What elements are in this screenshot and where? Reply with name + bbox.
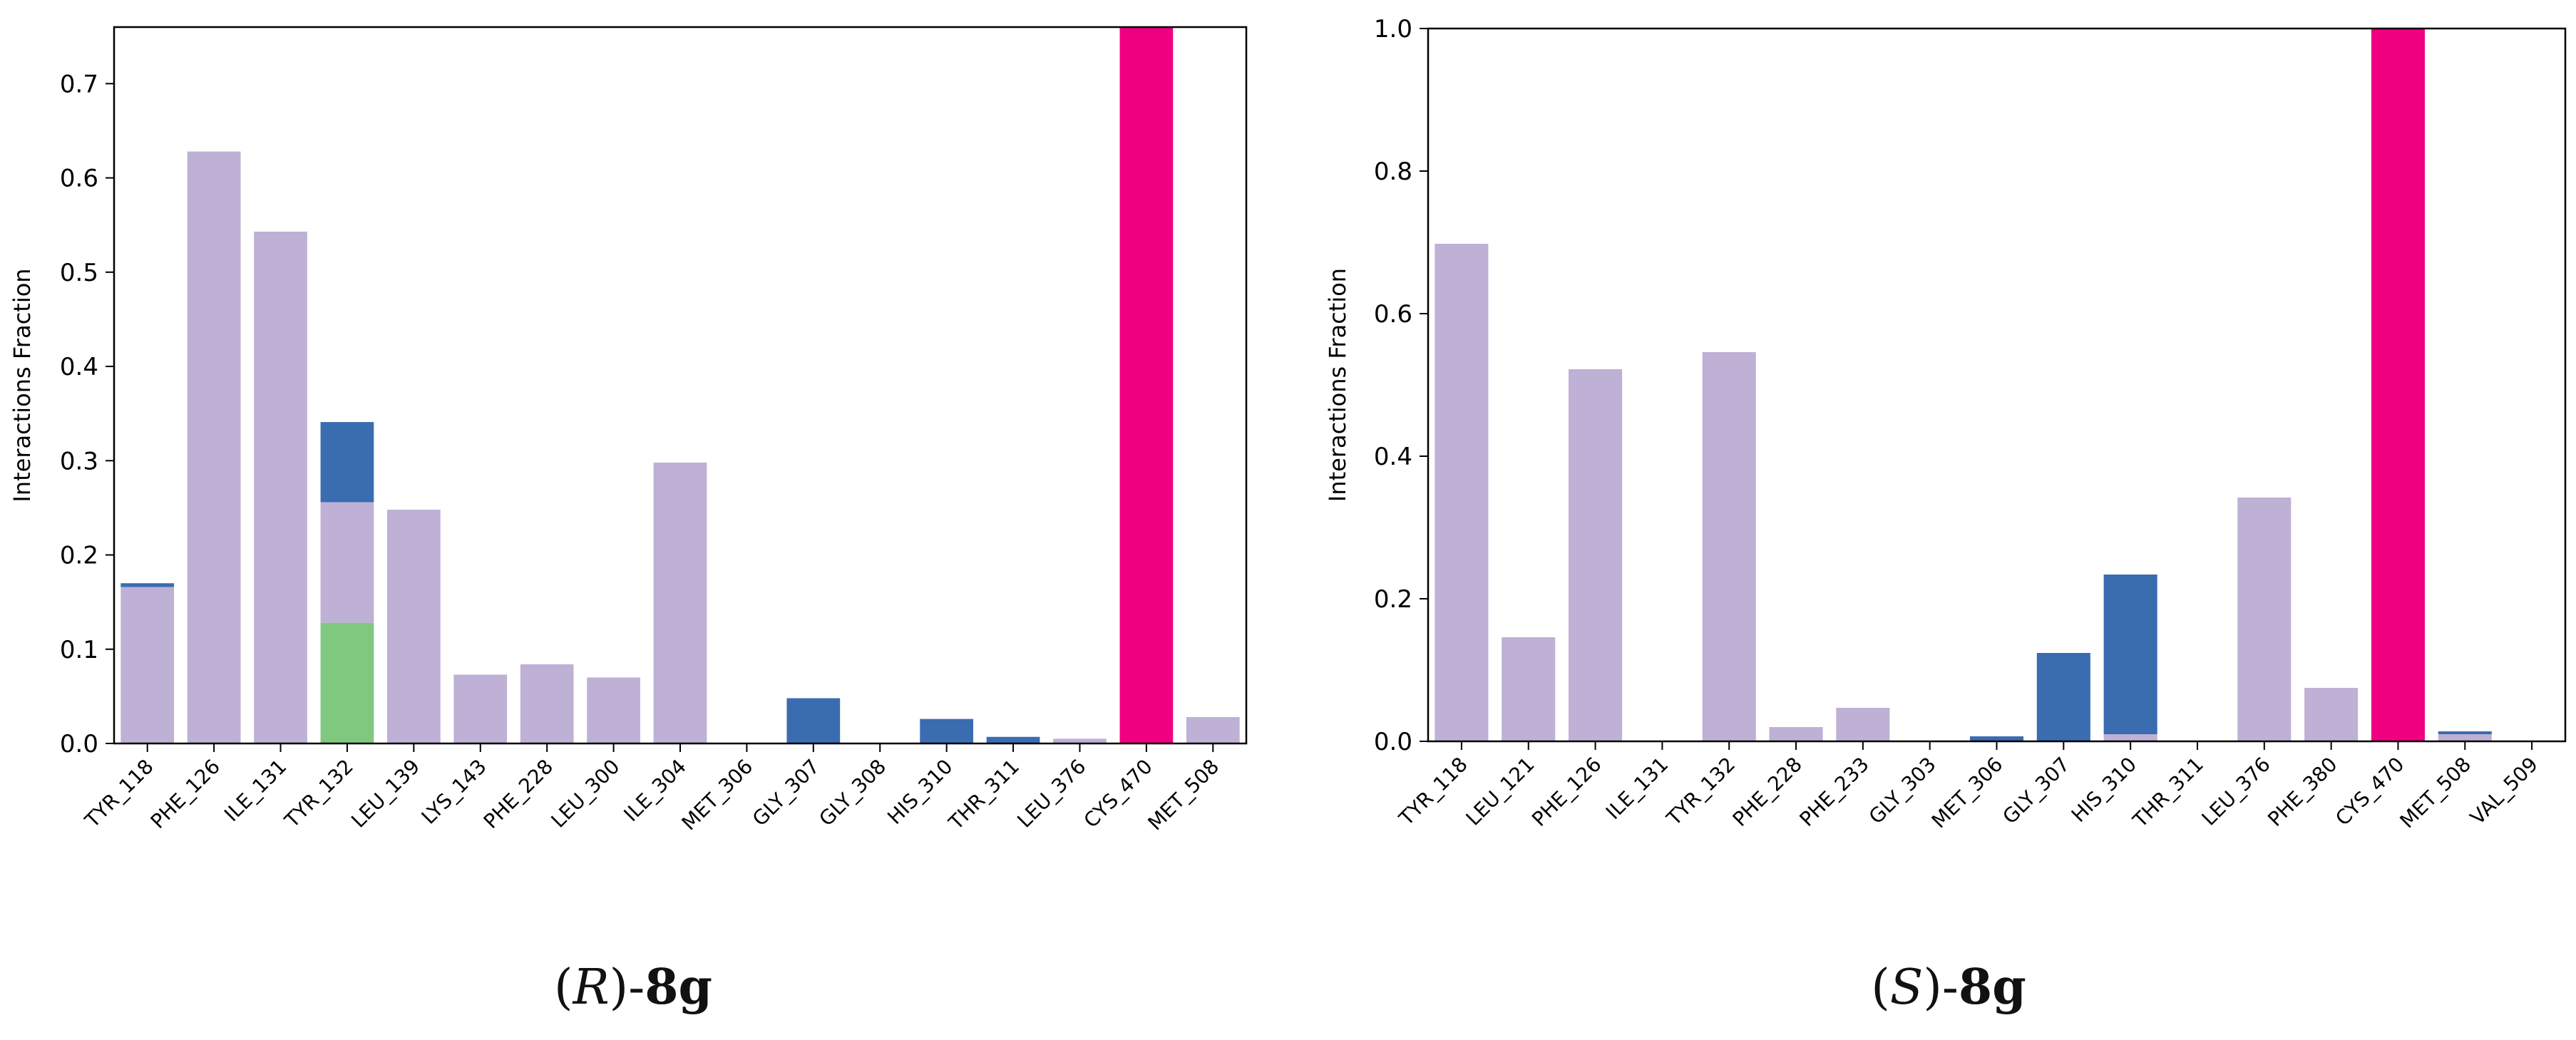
x-tick-label: THR_311 [2128, 753, 2207, 833]
x-tick-label: GLY_308 [814, 755, 891, 831]
x-tick-label: TYR_132 [1661, 753, 1740, 831]
bar-hbond-tyr-132 [320, 622, 374, 743]
bar-water_bridge-met-508 [2438, 731, 2492, 734]
y-tick-label: 0.3 [60, 447, 98, 475]
bar-water_bridge-tyr-118 [120, 583, 175, 587]
y-tick-label: 0.7 [60, 70, 98, 98]
y-tick-label: 0.0 [60, 730, 98, 758]
x-tick-label: PHE_228 [1728, 753, 1807, 831]
x-tick-label: GLY_307 [748, 755, 824, 831]
x-tick-label: LEU_121 [1462, 753, 1539, 830]
x-tick-label: LEU_139 [347, 755, 424, 833]
x-tick-label: LEU_376 [2197, 753, 2275, 830]
bar-hydrophobic-phe-380 [2304, 688, 2359, 741]
x-tick-label: VAL_509 [2465, 753, 2542, 830]
bar-hydrophobic-phe-228 [520, 664, 574, 743]
x-tick-label: MET_508 [2395, 753, 2475, 833]
bar-water_bridge-his-310 [2103, 575, 2157, 734]
y-tick-label: 1.0 [1374, 15, 1412, 43]
x-tick-label: PHE_126 [1527, 753, 1606, 831]
bar-hydrophobic-tyr-118 [120, 587, 175, 743]
bar-hydrophobic-tyr-118 [1435, 244, 1489, 741]
x-tick-label: TYR_118 [1394, 753, 1472, 831]
x-tick-label: PHE_126 [146, 755, 225, 833]
y-tick-label: 0.4 [1374, 443, 1412, 471]
plot-frame [113, 26, 1248, 745]
x-tick-label: TYR_118 [80, 755, 158, 833]
y-tick-label: 0.4 [60, 353, 98, 381]
caption-s-8g: (S)-8g [1871, 959, 2026, 1016]
x-tick-label: TYR_132 [279, 755, 358, 833]
bar-hydrophobic-phe-233 [1836, 708, 1890, 741]
bar-water_bridge-gly-307 [786, 698, 841, 743]
bar-hydrophobic-phe-228 [1769, 727, 1823, 741]
bar-water_bridge-gly-307 [2036, 653, 2090, 741]
chart-r-8g: 0.0 0.1 0.2 0.3 0.4 0.5 0.6 0.7 Interactions Fra… [9, 26, 1248, 835]
bar-hydrophobic-phe-126 [187, 151, 241, 744]
bar-hydrophobic-leu-121 [1502, 637, 1556, 741]
bar-hydrophobic-leu-300 [587, 677, 640, 743]
x-tick-label: MET_508 [1144, 755, 1224, 835]
bar-hydrophobic-his-310 [2103, 734, 2157, 741]
x-tick-label: MET_306 [1927, 753, 2008, 833]
plot-frame [1427, 27, 2567, 743]
bar-hydrophobic-met-508 [1186, 716, 1240, 743]
y-tick-label: 0.2 [60, 542, 98, 570]
bar-hydrophobic-leu-376 [1053, 738, 1107, 743]
y-tick-label: 0.6 [1374, 300, 1412, 329]
y-axis-label: Interactions Fraction [9, 268, 36, 502]
bar-hydrophobic-ile-131 [254, 231, 307, 743]
x-tick-label: PHE_228 [479, 755, 558, 833]
bar-water_bridge-thr-311 [986, 736, 1040, 743]
caption-r-8g: (R)-8g [553, 959, 713, 1016]
bar-hydrophobic-tyr-132 [1702, 352, 1756, 741]
y-tick-label: 0.2 [1374, 585, 1412, 614]
bar-hydrophobic-leu-376 [2237, 498, 2292, 741]
bar-hydrophobic-lys-143 [453, 674, 508, 743]
bar-hydrophobic-ile-304 [653, 462, 707, 743]
y-tick-label: 0.1 [60, 636, 98, 664]
y-tick-label: 0.5 [60, 259, 98, 287]
x-tick-label: MET_306 [677, 755, 758, 835]
bar-covalent-cys-470 [2371, 29, 2425, 741]
chart-s-8g: 0.0 0.2 0.4 0.6 0.8 1.0 Interactions Fraction T… [1324, 15, 2567, 833]
y-tick-label: 0.0 [1374, 728, 1412, 756]
x-tick-label: THR_311 [944, 755, 1024, 835]
bar-covalent-cys-470 [1119, 27, 1174, 743]
y-tick-label: 0.8 [1374, 158, 1412, 186]
bar-hydrophobic-tyr-132 [320, 502, 374, 623]
bar-hydrophobic-phe-126 [1569, 369, 1623, 741]
x-tick-label: PHE_233 [1795, 753, 1873, 831]
bar-hydrophobic-leu-139 [386, 510, 441, 743]
x-tick-label: LEU_300 [546, 755, 624, 833]
x-tick-label: GLY_307 [1998, 753, 2074, 829]
y-tick-label: 0.6 [60, 165, 98, 193]
bar-water_bridge-tyr-132 [320, 422, 374, 503]
x-tick-label: LEU_376 [1012, 755, 1090, 833]
bar-water_bridge-his-310 [920, 719, 974, 743]
x-tick-label: PHE_380 [2263, 753, 2341, 831]
y-axis-label: Interactions Fraction [1324, 268, 1351, 502]
bar-hydrophobic-met-508 [2438, 734, 2492, 741]
bar-water_bridge-met-306 [1969, 736, 2024, 741]
